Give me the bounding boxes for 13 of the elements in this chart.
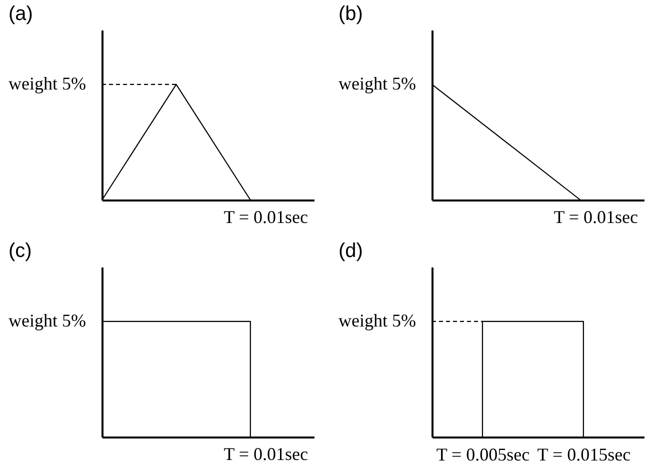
text: weight 5%	[8, 73, 86, 94]
chart-title: (a)	[8, 3, 33, 25]
chart-title: (b)	[338, 3, 363, 25]
text: T = 0.01sec	[224, 207, 308, 227]
text: T = 0.01sec	[554, 207, 638, 227]
x-tick-label: T = 0.015sec	[537, 444, 631, 464]
chart-title: (d)	[338, 240, 363, 262]
x-tick-label: T = 0.005sec	[436, 444, 530, 464]
text: weight 5%	[338, 73, 416, 94]
chart-title: (c)	[8, 240, 32, 262]
text: T = 0.01sec	[224, 444, 308, 464]
text: weight 5%	[8, 310, 86, 330]
text: weight 5%	[338, 310, 416, 330]
